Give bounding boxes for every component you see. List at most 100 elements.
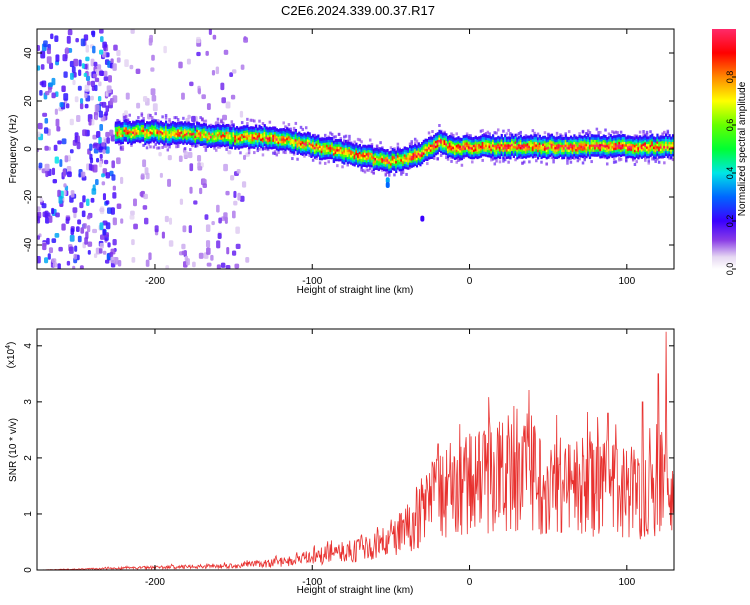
spectrogram-ridge-cell bbox=[587, 148, 590, 152]
spectrogram-ridge-cell bbox=[194, 139, 197, 143]
spectrogram-halo-cell bbox=[126, 119, 130, 123]
spectrogram-ridge-cell bbox=[438, 139, 441, 143]
spectrogram-ridge-cell bbox=[298, 138, 301, 142]
spectrogram-ridge-cell bbox=[642, 140, 645, 144]
spectrogram-ridge-cell bbox=[384, 168, 387, 172]
spectrogram-ridge-cell bbox=[469, 156, 472, 160]
spectrogram-halo-cell bbox=[318, 161, 322, 165]
spectrogram-ridge-cell bbox=[649, 153, 652, 157]
spectrogram-ridge-cell bbox=[649, 141, 652, 145]
spectrogram-halo-cell bbox=[481, 158, 484, 162]
spectrogram-halo-cell bbox=[327, 160, 330, 164]
spectrogram-ridge-cell bbox=[460, 137, 464, 141]
spectrogram-ridge-cell bbox=[661, 138, 664, 142]
spectrogram-ridge-cell bbox=[180, 121, 183, 125]
spectrogram-ridge-cell bbox=[362, 151, 365, 155]
spectrogram-ridge-cell bbox=[239, 143, 242, 147]
spectrogram-ridge-cell bbox=[199, 123, 202, 127]
spectrogram-ridge-cell bbox=[415, 150, 419, 154]
spectrogram-ridge-cell bbox=[177, 123, 180, 127]
spectrogram-ridge-cell bbox=[469, 144, 472, 148]
spectrogram-ridge-cell bbox=[659, 155, 663, 159]
spectrogram-ridge-cell bbox=[632, 136, 635, 140]
spectrogram-ridge-cell bbox=[547, 148, 550, 152]
spectrogram-ridge-cell bbox=[253, 133, 256, 137]
spectrogram-ridge-cell bbox=[521, 141, 524, 145]
spectrogram-ridge-cell bbox=[531, 136, 535, 140]
spectrogram-noise-cell bbox=[131, 257, 136, 263]
spectrogram-ridge-cell bbox=[209, 140, 213, 144]
spectrogram-ridge-cell bbox=[338, 148, 341, 152]
spectrogram-ridge-cell bbox=[249, 135, 252, 139]
spectrogram-ridge-cell bbox=[414, 143, 417, 147]
spectrogram-noise-cell bbox=[158, 151, 162, 157]
spectrogram-ridge-cell bbox=[481, 138, 484, 142]
spectrogram-ridge-cell bbox=[254, 129, 258, 133]
spectrogram-ridge-cell bbox=[220, 137, 223, 141]
spectrogram-ridge-cell bbox=[507, 143, 510, 147]
spectrogram-ridge-cell bbox=[581, 147, 585, 151]
spectrogram-ridge-cell bbox=[344, 149, 348, 153]
spectrogram-ridge-cell bbox=[313, 148, 317, 152]
spectrogram-ridge-cell bbox=[370, 147, 374, 151]
spectrogram-ridge-cell bbox=[462, 152, 465, 156]
spectrogram-ridge-cell bbox=[656, 152, 659, 156]
spectrogram-noise-cell bbox=[178, 155, 183, 162]
spectrogram-ridge-cell bbox=[353, 163, 356, 167]
spectrogram-ridge-cell bbox=[170, 125, 173, 129]
spectrogram-ridge-cell bbox=[457, 138, 460, 142]
spectrogram-ridge-cell bbox=[519, 139, 522, 143]
spectrogram-ridge-cell bbox=[168, 130, 171, 134]
spectrogram-ridge-cell bbox=[635, 152, 638, 156]
spectrogram-ridge-cell bbox=[166, 128, 169, 132]
spectrogram-ridge-cell bbox=[177, 121, 180, 125]
spectrogram-ridge-cell bbox=[260, 130, 263, 134]
spectrogram-noise-cell bbox=[74, 135, 78, 143]
snr-y-label: SNR (10 * v/v) bbox=[8, 418, 19, 482]
spectrogram-ridge-cell bbox=[620, 134, 623, 138]
spectrogram-ridge-cell bbox=[175, 122, 178, 126]
spectrogram-ridge-cell bbox=[533, 141, 536, 145]
spectrogram-noise-cell bbox=[239, 195, 245, 202]
spectrogram-ridge-cell bbox=[549, 151, 552, 155]
spectrogram-ridge-cell bbox=[521, 151, 524, 155]
spectrogram-noise-cell bbox=[98, 110, 103, 118]
spectrogram-ridge-cell bbox=[408, 145, 412, 149]
spectrogram-ridge-cell bbox=[666, 148, 669, 152]
spectrogram-ridge-cell bbox=[467, 155, 470, 159]
spectrogram-ridge-cell bbox=[244, 139, 247, 143]
spectrogram-ridge-cell bbox=[142, 134, 145, 138]
spectrogram-noise-cell bbox=[139, 191, 144, 197]
spectrogram-ridge-cell bbox=[530, 146, 533, 150]
spectrogram-ridge-cell bbox=[220, 132, 223, 136]
spectrogram-noise-cell bbox=[72, 79, 76, 86]
spectrogram-ridge-cell bbox=[471, 137, 474, 141]
spectrogram-halo-cell bbox=[195, 144, 199, 148]
spectrogram-ridge-cell bbox=[488, 149, 491, 153]
spectrogram-ridge-cell bbox=[351, 143, 355, 147]
spectrogram-ridge-cell bbox=[552, 150, 555, 154]
spectrogram-ridge-cell bbox=[159, 137, 163, 141]
spectrogram-ridge-cell bbox=[140, 136, 143, 140]
spectrogram-ridge-cell bbox=[559, 153, 562, 157]
spectrogram-ridge-cell bbox=[116, 133, 119, 137]
spectrogram-ridge-cell bbox=[613, 139, 616, 143]
spectrogram-ridge-cell bbox=[227, 128, 230, 132]
spectrogram-ridge-cell bbox=[384, 154, 387, 158]
spectrogram-noise-cell bbox=[70, 72, 74, 80]
spectrogram-ridge-cell bbox=[564, 148, 567, 152]
spectrogram-noise-cell bbox=[95, 179, 99, 186]
spectrogram-ridge-cell bbox=[239, 138, 242, 142]
spectrogram-ridge-cell bbox=[632, 143, 635, 147]
spectrogram-ridge-cell bbox=[358, 163, 361, 167]
spectrogram-ridge-cell bbox=[552, 154, 555, 158]
spectrogram-noise-cell bbox=[94, 77, 100, 83]
spectrogram-ridge-cell bbox=[246, 144, 249, 148]
spectrogram-ridge-cell bbox=[139, 139, 142, 143]
spectrogram-ridge-cell bbox=[299, 144, 303, 148]
spectrogram-ridge-cell bbox=[592, 134, 595, 138]
spectrogram-halo-cell bbox=[273, 150, 277, 154]
spectrogram-ridge-cell bbox=[628, 154, 631, 158]
spectrogram-ridge-cell bbox=[433, 139, 436, 143]
spectrogram-ridge-cell bbox=[479, 154, 483, 158]
